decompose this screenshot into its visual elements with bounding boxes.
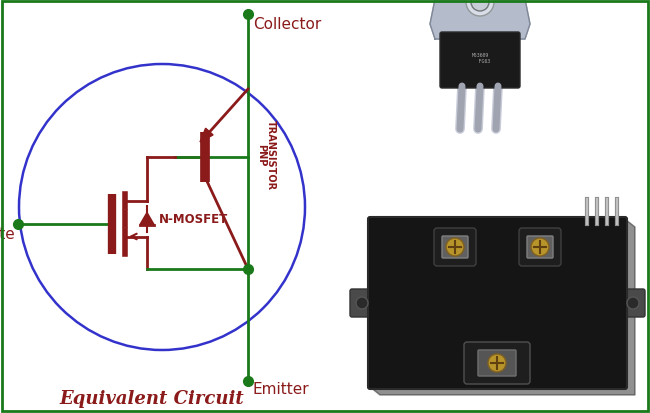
Circle shape	[446, 238, 464, 256]
FancyBboxPatch shape	[527, 236, 553, 259]
Text: M53609
   FG63: M53609 FG63	[470, 53, 490, 64]
Text: Gate: Gate	[0, 226, 15, 242]
Polygon shape	[140, 213, 154, 225]
Polygon shape	[370, 219, 635, 395]
Text: Collector: Collector	[253, 17, 321, 32]
Circle shape	[488, 354, 506, 372]
Text: TRANSISTOR: TRANSISTOR	[266, 120, 276, 190]
FancyBboxPatch shape	[478, 350, 516, 376]
FancyBboxPatch shape	[442, 236, 468, 259]
FancyBboxPatch shape	[434, 228, 476, 266]
Circle shape	[466, 0, 494, 17]
Circle shape	[627, 297, 639, 309]
Text: Emitter: Emitter	[253, 381, 309, 396]
FancyBboxPatch shape	[350, 289, 374, 317]
Text: Equivalent Circuit: Equivalent Circuit	[60, 389, 244, 407]
FancyBboxPatch shape	[519, 228, 561, 266]
Polygon shape	[200, 129, 213, 142]
Circle shape	[471, 0, 489, 12]
FancyBboxPatch shape	[368, 218, 627, 389]
Circle shape	[356, 297, 368, 309]
Circle shape	[531, 238, 549, 256]
FancyBboxPatch shape	[621, 289, 645, 317]
Text: PNP: PNP	[256, 143, 266, 166]
FancyBboxPatch shape	[464, 342, 530, 384]
FancyBboxPatch shape	[440, 33, 520, 89]
Text: N-MOSFET: N-MOSFET	[159, 212, 228, 225]
Polygon shape	[430, 0, 530, 40]
